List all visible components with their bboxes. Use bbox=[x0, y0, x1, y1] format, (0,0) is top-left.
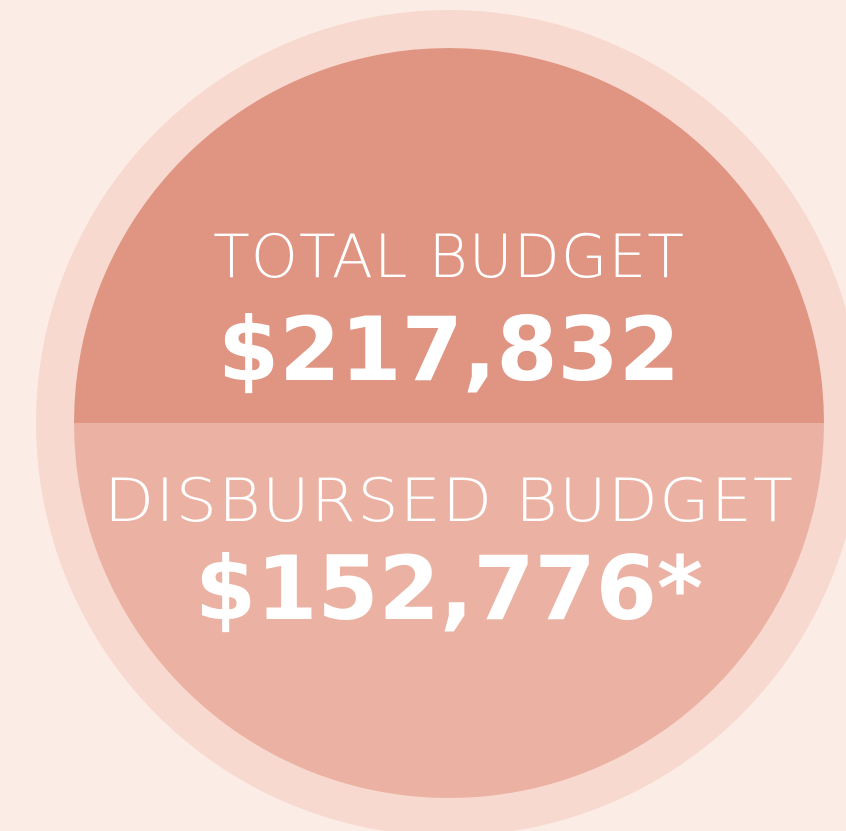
top-label: TOTAL BUDGET bbox=[213, 222, 685, 292]
bottom-amount: $152,776* bbox=[195, 537, 703, 640]
bottom-label: DISBURSED BUDGET bbox=[104, 466, 794, 536]
top-amount: $217,832 bbox=[218, 298, 680, 401]
